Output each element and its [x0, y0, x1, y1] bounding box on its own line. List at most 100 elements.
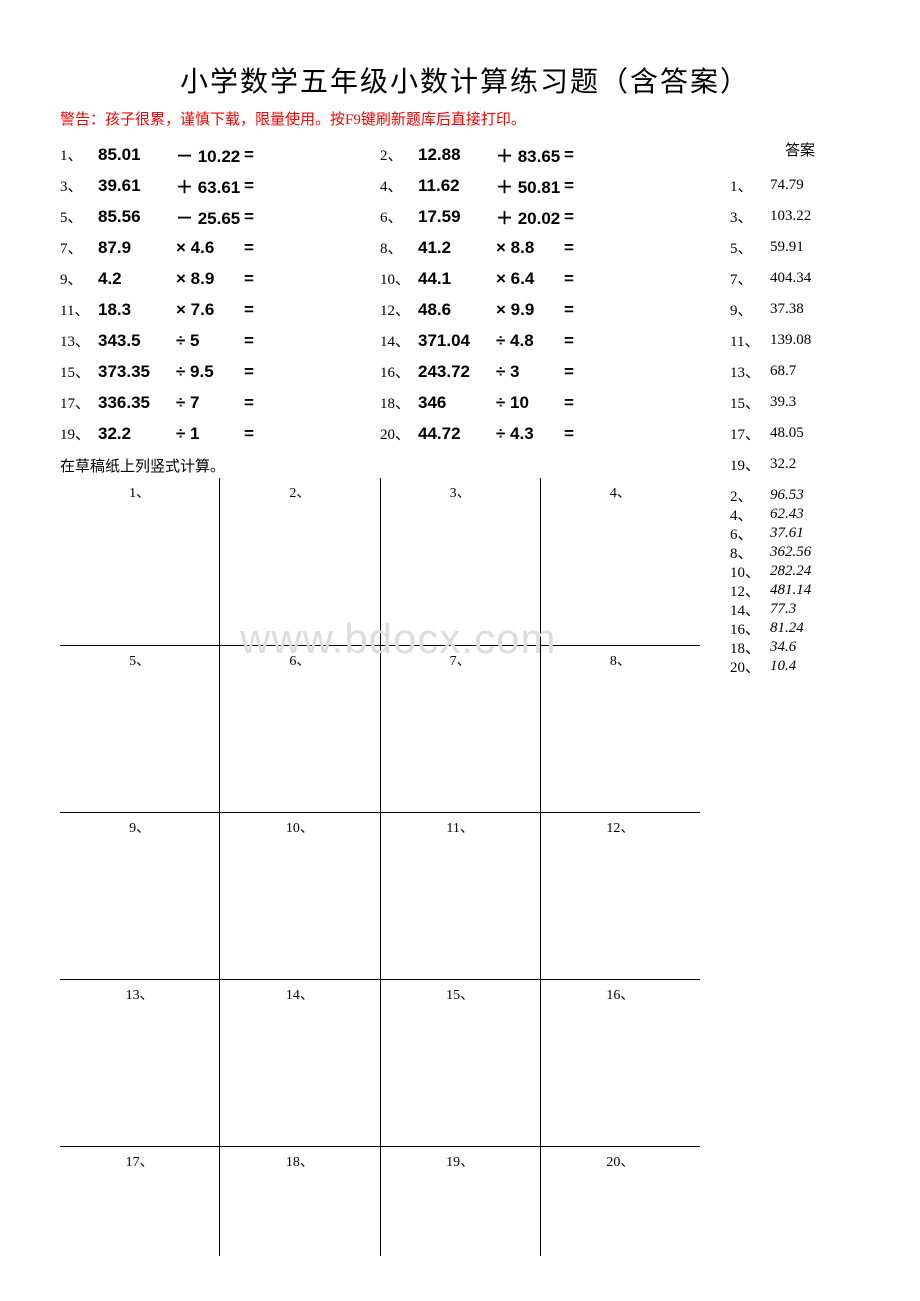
grid-cell: 2、: [220, 478, 380, 645]
answer-row: 14、77.3: [730, 600, 870, 619]
answer-number: 5、: [730, 237, 770, 258]
operand-1: 373.35: [98, 362, 176, 382]
problem-row: 3、 39.61 ＋ 63.61 = 4、 11.62 ＋ 50.81 =: [60, 170, 700, 201]
answer-value: 77.3: [770, 601, 796, 618]
problem-row: 9、 4.2 × 8.9 = 10、 44.1 × 6.4 =: [60, 263, 700, 294]
equals-sign: =: [564, 176, 624, 196]
operand-1: 371.04: [418, 331, 496, 351]
operator: × 6.4: [496, 269, 564, 289]
answer-number: 15、: [730, 392, 770, 413]
work-grid: 1、2、3、4、5、6、7、8、9、10、11、12、13、14、15、16、1…: [60, 478, 700, 1256]
answer-value: 62.43: [770, 506, 804, 523]
problem-row: 19、 32.2 ÷ 1 = 20、 44.72 ÷ 4.3 =: [60, 418, 700, 449]
grid-row: 1、2、3、4、: [60, 478, 700, 645]
problem-number: 10、: [380, 268, 418, 289]
operand-1: 11.62: [418, 176, 496, 196]
answer-value: 68.7: [770, 363, 796, 380]
problem-number: 13、: [60, 330, 98, 351]
problem-number: 6、: [380, 206, 418, 227]
problem-number: 8、: [380, 237, 418, 258]
grid-cell: 19、: [381, 1147, 541, 1256]
answer-number: 11、: [730, 330, 770, 351]
problem: 13、 343.5 ÷ 5 =: [60, 330, 380, 351]
problem-number: 18、: [380, 392, 418, 413]
problem-number: 1、: [60, 144, 98, 165]
problem: 2、 12.88 ＋ 83.65 =: [380, 142, 700, 167]
problem-number: 3、: [60, 175, 98, 196]
answer-row: 13、68.7: [730, 356, 870, 387]
answer-row: 16、81.24: [730, 619, 870, 638]
operand-1: 39.61: [98, 176, 176, 196]
grid-cell: 14、: [220, 980, 380, 1146]
problem: 1、 85.01 － 10.22 =: [60, 142, 380, 167]
grid-cell: 7、: [381, 646, 541, 812]
operator: × 8.8: [496, 238, 564, 258]
equals-sign: =: [244, 176, 304, 196]
answer-value: 282.24: [770, 563, 811, 580]
equals-sign: =: [564, 207, 624, 227]
equals-sign: =: [564, 331, 624, 351]
problem: 14、 371.04 ÷ 4.8 =: [380, 330, 700, 351]
answer-number: 14、: [730, 599, 770, 620]
equals-sign: =: [244, 300, 304, 320]
operand-1: 44.72: [418, 424, 496, 444]
grid-cell: 16、: [541, 980, 700, 1146]
operator: × 7.6: [176, 300, 244, 320]
problem: 12、 48.6 × 9.9 =: [380, 299, 700, 320]
operand-1: 87.9: [98, 238, 176, 258]
equals-sign: =: [244, 207, 304, 227]
equals-sign: =: [244, 362, 304, 382]
operand-1: 44.1: [418, 269, 496, 289]
answer-number: 6、: [730, 523, 770, 544]
grid-cell: 10、: [220, 813, 380, 979]
content-wrapper: 1、 85.01 － 10.22 = 2、 12.88 ＋ 83.65 = 3、…: [60, 139, 870, 1256]
problem-number: 20、: [380, 423, 418, 444]
equals-sign: =: [564, 238, 624, 258]
answers-list-1: 1、74.793、103.225、59.917、404.349、37.3811、…: [730, 170, 870, 480]
answer-number: 16、: [730, 618, 770, 639]
operator: ÷ 10: [496, 393, 564, 413]
answer-value: 32.2: [770, 456, 796, 473]
operator: ÷ 7: [176, 393, 244, 413]
answer-row: 15、39.3: [730, 387, 870, 418]
operator: ＋ 50.81: [496, 173, 564, 198]
equals-sign: =: [564, 424, 624, 444]
grid-cell: 18、: [220, 1147, 380, 1256]
operand-1: 4.2: [98, 269, 176, 289]
operator: ＋ 63.61: [176, 173, 244, 198]
grid-cell: 3、: [381, 478, 541, 645]
operand-1: 343.5: [98, 331, 176, 351]
grid-row: 5、6、7、8、: [60, 645, 700, 812]
problem: 3、 39.61 ＋ 63.61 =: [60, 173, 380, 198]
answer-number: 12、: [730, 580, 770, 601]
answer-row: 9、37.38: [730, 294, 870, 325]
operand-1: 48.6: [418, 300, 496, 320]
grid-cell: 9、: [60, 813, 220, 979]
answer-value: 48.05: [770, 425, 804, 442]
operand-1: 85.01: [98, 145, 176, 165]
answer-value: 96.53: [770, 487, 804, 504]
answer-row: 4、62.43: [730, 505, 870, 524]
answer-number: 9、: [730, 299, 770, 320]
grid-row: 17、18、19、20、: [60, 1146, 700, 1256]
problem-number: 5、: [60, 206, 98, 227]
problem-number: 19、: [60, 423, 98, 444]
problem: 15、 373.35 ÷ 9.5 =: [60, 361, 380, 382]
answer-number: 4、: [730, 504, 770, 525]
operator: ÷ 5: [176, 331, 244, 351]
answer-row: 2、96.53: [730, 486, 870, 505]
grid-cell: 11、: [381, 813, 541, 979]
answers-column: 答案 1、74.793、103.225、59.917、404.349、37.38…: [730, 139, 870, 1256]
answer-number: 8、: [730, 542, 770, 563]
problem-number: 11、: [60, 299, 98, 320]
operand-1: 17.59: [418, 207, 496, 227]
problem-number: 2、: [380, 144, 418, 165]
problem: 7、 87.9 × 4.6 =: [60, 237, 380, 258]
grid-cell: 20、: [541, 1147, 700, 1256]
grid-cell: 17、: [60, 1147, 220, 1256]
operator: × 8.9: [176, 269, 244, 289]
problem-number: 17、: [60, 392, 98, 413]
answers-title: 答案: [730, 139, 870, 160]
operand-1: 243.72: [418, 362, 496, 382]
grid-cell: 4、: [541, 478, 700, 645]
